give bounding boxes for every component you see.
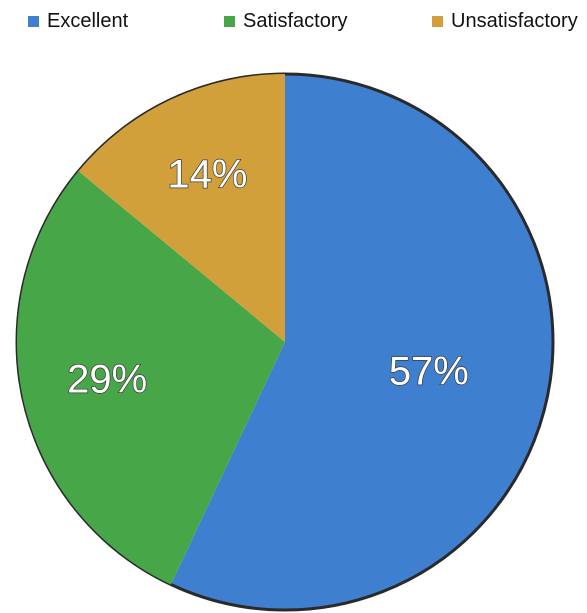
- legend-item-excellent: Excellent: [28, 10, 128, 33]
- legend-label-satisfactory: Satisfactory: [243, 10, 348, 32]
- pie-slice-excellent: [170, 74, 554, 611]
- legend-swatch-unsatisfactory: [432, 16, 443, 27]
- chart-legend: Excellent Satisfactory Unsatisfactory: [0, 0, 587, 44]
- legend-swatch-satisfactory: [224, 16, 235, 27]
- pie-slice-satisfactory: [16, 171, 286, 585]
- legend-label-excellent: Excellent: [47, 10, 129, 32]
- legend-item-unsatisfactory: Unsatisfactory: [432, 10, 578, 33]
- legend-swatch-excellent: [28, 16, 39, 27]
- pie-label-excellent: 57%: [389, 350, 469, 394]
- pie-label-unsatisfactory: 14%: [167, 153, 247, 197]
- legend-label-unsatisfactory: Unsatisfactory: [451, 10, 578, 32]
- pie-slice-unsatisfactory: [78, 73, 286, 342]
- legend-item-satisfactory: Satisfactory: [224, 10, 347, 33]
- pie-label-satisfactory: 29%: [67, 357, 147, 401]
